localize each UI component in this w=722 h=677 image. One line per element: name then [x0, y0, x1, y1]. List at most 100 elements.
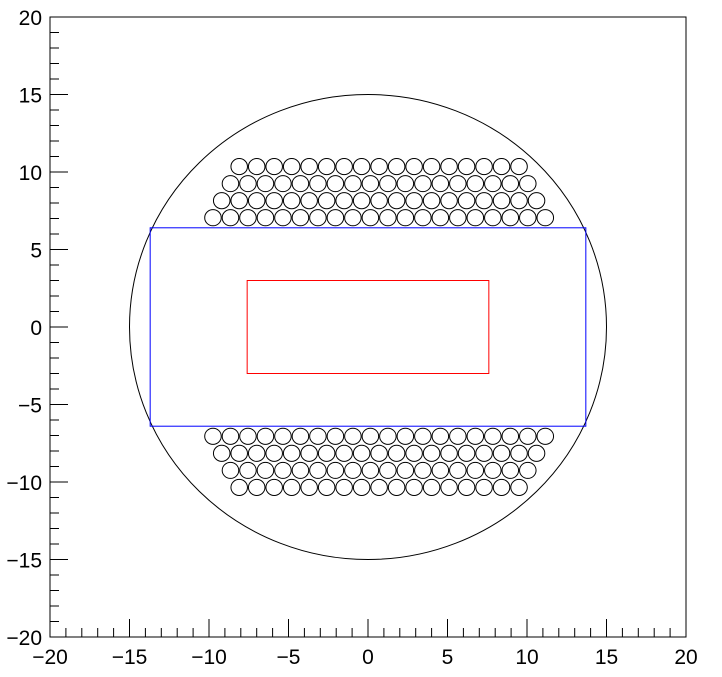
- small-circle: [370, 158, 388, 176]
- small-circle: [300, 444, 318, 462]
- plot-frame: [49, 16, 687, 638]
- x-tick-label: −15: [112, 646, 148, 669]
- y-tick-label: 0: [30, 317, 42, 340]
- small-circle: [492, 158, 511, 176]
- small-circle: [309, 461, 327, 479]
- small-circle: [536, 427, 555, 445]
- small-circle: [466, 427, 485, 445]
- x-tick-label: −10: [191, 646, 227, 669]
- small-circle: [431, 461, 450, 479]
- small-circle: [396, 209, 415, 227]
- small-circle: [221, 209, 240, 227]
- small-circle: [274, 175, 292, 193]
- small-circle: [352, 158, 371, 176]
- small-circle: [274, 461, 292, 479]
- small-circle: [300, 478, 318, 496]
- small-circle: [475, 444, 493, 462]
- small-circle: [317, 192, 336, 210]
- small-circle: [352, 478, 371, 496]
- hole-pattern: [204, 158, 555, 496]
- small-circle: [239, 209, 257, 227]
- small-circle: [291, 427, 310, 445]
- small-circle: [422, 192, 441, 210]
- x-tick-label: 20: [674, 646, 697, 669]
- small-circle: [536, 209, 555, 227]
- small-circle: [396, 175, 415, 193]
- small-circle: [379, 461, 397, 479]
- outer-circle: [129, 94, 607, 560]
- small-circle: [230, 158, 248, 176]
- small-circle: [527, 444, 546, 462]
- small-circle: [396, 461, 415, 479]
- x-tick-label: 10: [515, 646, 538, 669]
- small-circle: [212, 444, 231, 462]
- small-circle: [256, 427, 275, 445]
- small-circle: [265, 158, 283, 176]
- small-circle: [309, 175, 327, 193]
- small-circle: [414, 461, 432, 479]
- small-circle: [414, 175, 432, 193]
- small-circle: [405, 192, 423, 210]
- small-circle: [344, 175, 362, 193]
- small-circle: [344, 461, 362, 479]
- small-circle: [501, 427, 520, 445]
- small-circle: [475, 158, 493, 176]
- small-circle: [379, 209, 397, 227]
- blue-rectangle: [149, 227, 587, 427]
- small-circle: [352, 444, 371, 462]
- small-circle: [431, 175, 450, 193]
- small-circle: [274, 427, 292, 445]
- small-circle: [239, 175, 257, 193]
- small-circle: [239, 427, 257, 445]
- small-circle: [449, 175, 467, 193]
- small-circle: [387, 192, 406, 210]
- small-circle: [317, 158, 336, 176]
- small-circle: [309, 209, 327, 227]
- y-tick-label: −10: [6, 472, 42, 495]
- small-circle: [300, 192, 318, 210]
- small-circle: [405, 478, 423, 496]
- small-circle: [352, 192, 371, 210]
- small-circle: [449, 209, 467, 227]
- small-circle: [440, 158, 458, 176]
- small-circle: [221, 175, 240, 193]
- y-tick-label: −5: [18, 395, 42, 418]
- small-circle: [387, 444, 406, 462]
- y-tick-label: 15: [19, 85, 42, 108]
- small-circle: [361, 461, 380, 479]
- small-circle: [282, 192, 301, 210]
- small-circle: [256, 175, 275, 193]
- small-circle: [414, 209, 432, 227]
- small-circle: [247, 478, 266, 496]
- small-circle: [466, 209, 485, 227]
- x-tick-label: −20: [32, 646, 68, 669]
- small-circle: [291, 209, 310, 227]
- small-circle: [484, 461, 502, 479]
- small-circle: [466, 175, 485, 193]
- x-tick-label: 0: [362, 646, 374, 669]
- axis-ticks: [49, 16, 687, 638]
- small-circle: [317, 444, 336, 462]
- small-circle: [387, 158, 406, 176]
- small-circle: [230, 192, 248, 210]
- small-circle: [440, 478, 458, 496]
- small-circle: [256, 209, 275, 227]
- small-circle: [291, 461, 310, 479]
- small-circle: [335, 478, 353, 496]
- small-circle: [256, 461, 275, 479]
- small-circle: [510, 158, 528, 176]
- y-tick-label: −20: [6, 627, 42, 650]
- small-circle: [282, 158, 301, 176]
- small-circle: [379, 175, 397, 193]
- small-circle: [300, 158, 318, 176]
- small-circle: [457, 158, 476, 176]
- small-circle: [492, 192, 511, 210]
- small-circle: [221, 461, 240, 479]
- small-circle: [326, 461, 345, 479]
- small-circle: [335, 444, 353, 462]
- small-circle: [484, 209, 502, 227]
- small-circle: [396, 427, 415, 445]
- small-circle: [247, 444, 266, 462]
- small-circle: [344, 427, 362, 445]
- x-axis-tick-labels: −20 −15 −10 −5 0 5 10 15 20: [32, 646, 697, 669]
